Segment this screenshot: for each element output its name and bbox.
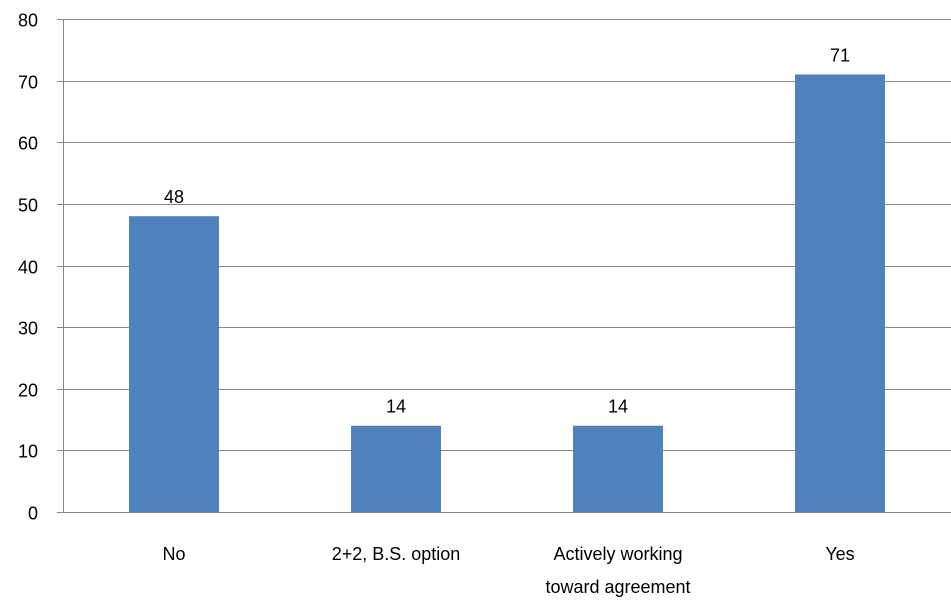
category-label: No bbox=[162, 544, 185, 564]
category-label: 2+2, B.S. option bbox=[332, 544, 461, 564]
data-label: 48 bbox=[164, 187, 184, 207]
y-tick-label: 0 bbox=[28, 504, 38, 524]
x-axis-category-labels: No 2+2, B.S. option Actively working toward… bbox=[162, 544, 854, 597]
category-label: Yes bbox=[825, 544, 854, 564]
y-tick-label: 60 bbox=[18, 134, 38, 154]
bar bbox=[351, 425, 441, 512]
bars bbox=[129, 74, 885, 513]
y-tick-label: 80 bbox=[18, 11, 38, 31]
data-label: 14 bbox=[386, 397, 406, 417]
category-label: Actively working bbox=[553, 544, 682, 564]
category-label: toward agreement bbox=[545, 577, 690, 597]
data-labels: 48 14 14 71 bbox=[164, 45, 850, 416]
y-tick-label: 20 bbox=[18, 381, 38, 401]
y-axis-tick-labels: 0 10 20 30 40 50 60 70 80 bbox=[18, 11, 38, 524]
y-tick-label: 50 bbox=[18, 196, 38, 216]
y-tick-label: 30 bbox=[18, 319, 38, 339]
axes bbox=[63, 19, 951, 513]
y-tick-label: 40 bbox=[18, 258, 38, 278]
bar bbox=[129, 216, 219, 512]
data-label: 14 bbox=[608, 397, 628, 417]
bar bbox=[795, 74, 885, 513]
bar bbox=[573, 425, 663, 512]
y-tick-label: 10 bbox=[18, 442, 38, 462]
y-tick-label: 70 bbox=[18, 73, 38, 93]
data-label: 71 bbox=[830, 45, 850, 65]
